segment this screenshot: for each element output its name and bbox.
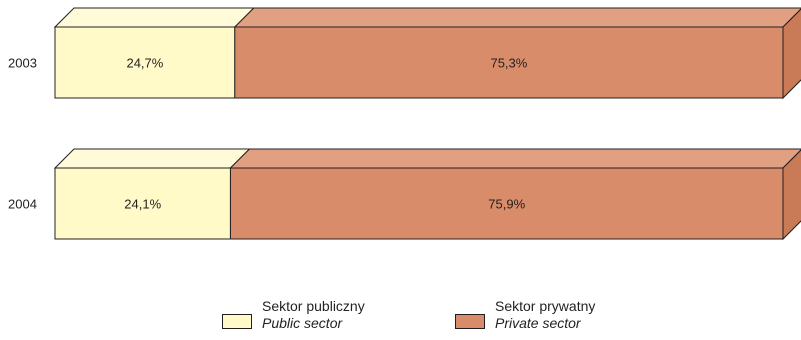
legend-swatch-private [455,314,485,329]
bar-top-2003-public [53,7,256,28]
bar-side-2003 [782,8,801,100]
legend-label-public-pl: Sektor publiczny [262,298,365,314]
legend-label-public-en: Public sector [262,315,343,331]
legend-text-private: Sektor prywatny Private sector [495,298,595,332]
legend-label-private-pl: Sektor prywatny [495,298,596,314]
value-label-2003-private: 75,3% [490,56,527,71]
legend-swatch-public [222,314,252,329]
bar-top-2004-private [229,148,801,169]
bar-2003-public [54,26,236,99]
bar-side-2004 [782,149,801,241]
bar-2004-private [229,167,784,240]
bar-2003-private [234,26,784,99]
bar-top-2004-public [53,148,251,169]
legend-label-private-en: Private sector [495,315,581,331]
category-label-2003: 2003 [8,56,37,71]
category-label-2004: 2004 [8,197,37,212]
value-label-2004-public: 24,1% [124,197,161,212]
value-label-2004-private: 75,9% [488,197,525,212]
legend-text-public: Sektor publiczny Public sector [262,298,365,332]
bar-2004-public [54,167,231,240]
bar-top-2003-private [233,7,801,28]
value-label-2003-public: 24,7% [126,56,163,71]
